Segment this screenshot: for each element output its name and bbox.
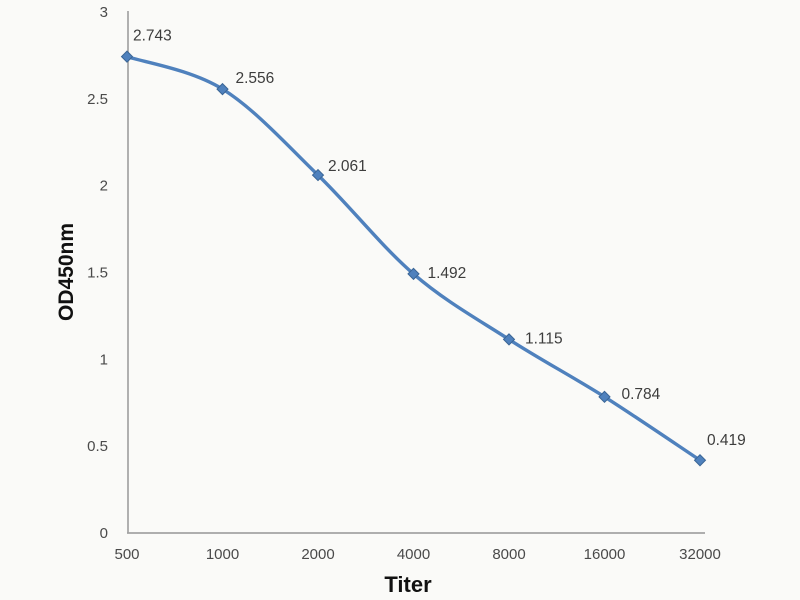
data-point-label: 2.743 xyxy=(133,28,172,45)
y-axis-title: OD450nm xyxy=(55,223,78,321)
data-point-label: 1.492 xyxy=(428,265,467,282)
x-tick-label: 500 xyxy=(114,546,139,563)
data-point-marker xyxy=(216,82,229,96)
data-point-marker xyxy=(598,390,611,404)
data-point-marker xyxy=(311,168,325,182)
data-point-marker xyxy=(693,454,707,467)
y-tick-label: 1 xyxy=(100,351,108,368)
data-point-label: 1.115 xyxy=(525,330,563,347)
y-tick-label: 2 xyxy=(100,178,108,195)
data-point-marker xyxy=(120,50,134,63)
data-point-label: 0.419 xyxy=(707,432,746,449)
data-point-label: 0.784 xyxy=(622,386,661,403)
data-point-markers xyxy=(120,50,707,467)
data-point-marker xyxy=(502,333,516,346)
data-point-labels: 2.743 2.556 2.061 1.492 1.115 0.784 0.419 xyxy=(133,28,746,450)
data-point-label: 2.061 xyxy=(328,158,367,175)
x-tick-label: 32000 xyxy=(679,546,721,563)
y-tick-label: 0.5 xyxy=(87,438,108,455)
y-tick-label: 2.5 xyxy=(87,91,108,108)
x-tick-label: 2000 xyxy=(301,546,334,563)
data-point-label: 2.556 xyxy=(236,70,275,87)
x-tick-label: 4000 xyxy=(397,546,430,563)
x-tick-label: 8000 xyxy=(492,546,525,563)
tick-labels: 3 2.5 2 1.5 1 0.5 0 500 1000 2000 4000 8000 16000 320… xyxy=(87,4,721,563)
y-tick-label: 0 xyxy=(100,525,108,542)
x-tick-label: 1000 xyxy=(206,546,239,563)
data-point-marker xyxy=(407,267,420,281)
y-tick-label: 1.5 xyxy=(87,265,108,282)
x-axis-title: Titer xyxy=(384,572,432,597)
x-tick-label: 16000 xyxy=(584,546,626,563)
y-tick-label: 3 xyxy=(100,4,108,21)
